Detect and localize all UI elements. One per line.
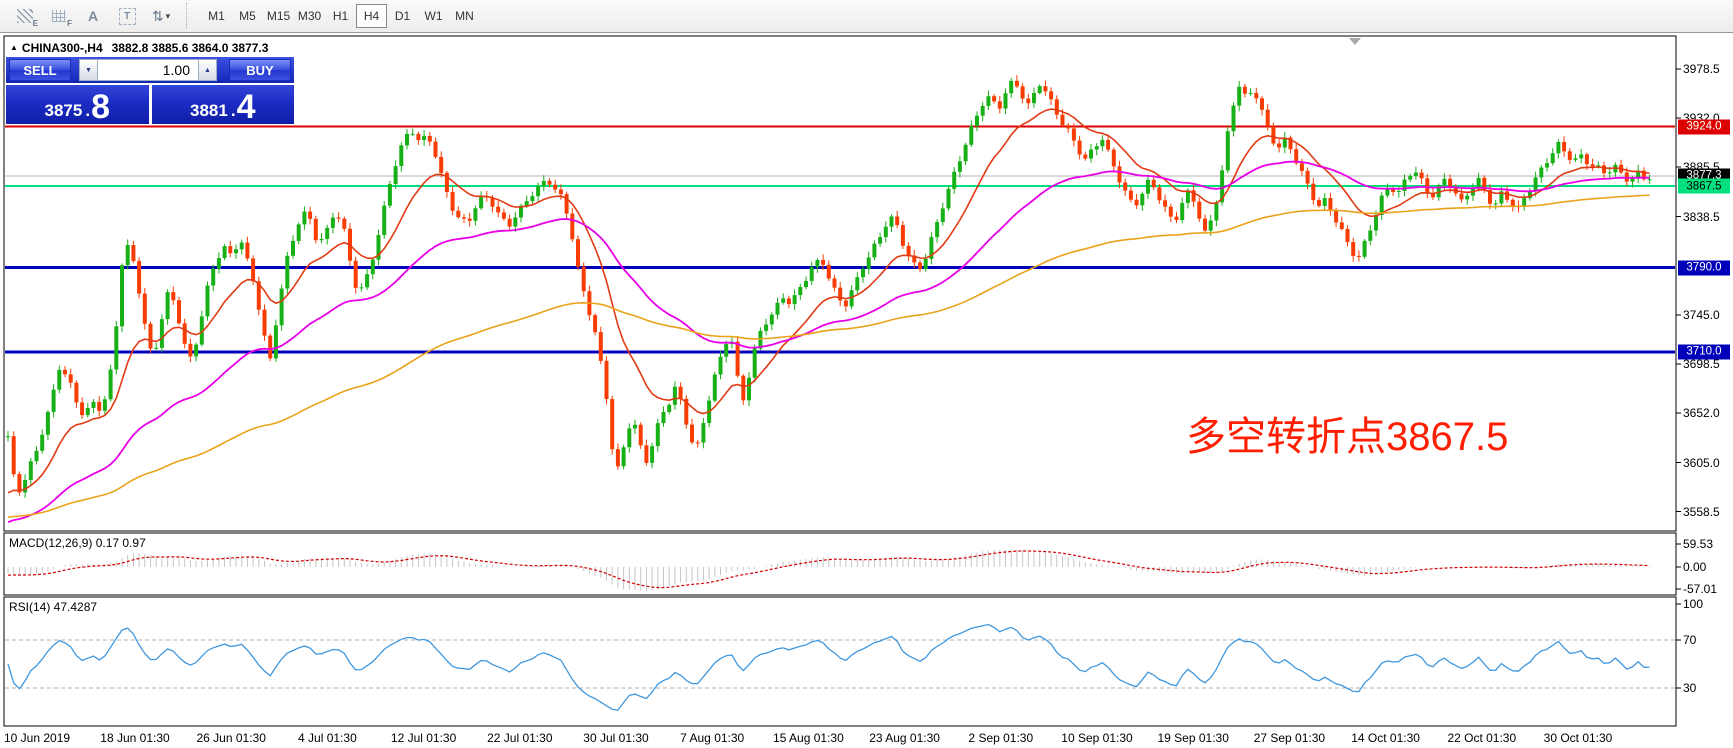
fibonacci-tool-letter: F <box>67 19 72 28</box>
price-axis-tick: 3978.5 <box>1683 62 1720 77</box>
fibonacci-tool-button[interactable]: F <box>42 3 76 29</box>
symbol-name: CHINA300-,H4 <box>21 41 103 55</box>
sell-price-main: 3875 <box>44 101 83 120</box>
time-axis-label: 7 Aug 01:30 <box>680 731 745 745</box>
price-level-badge: 3710.0 <box>1678 344 1730 360</box>
time-axis-label: 22 Oct 01:30 <box>1447 731 1517 745</box>
price-axis-tick: 3698.5 <box>1683 357 1720 372</box>
up-arrow-icon: ▲ <box>204 66 211 74</box>
macd-axis-tick: 59.53 <box>1683 537 1714 552</box>
time-axis-label: 23 Aug 01:30 <box>869 731 940 745</box>
collapse-triangle-icon: ▲ <box>10 43 18 52</box>
timeframe-button-mn[interactable]: MN <box>455 9 474 23</box>
time-axis-label: 22 Jul 01:30 <box>487 731 553 745</box>
time-axis-label: 4 Jul 01:30 <box>298 731 357 745</box>
rsi-axis-tick: 30 <box>1683 681 1697 695</box>
price-level-badge: 3924.0 <box>1678 119 1730 135</box>
timeframe-button-h1[interactable]: H1 <box>332 9 349 23</box>
price-axis-tick: 3838.5 <box>1683 209 1720 224</box>
fibonacci-tool-icon <box>52 10 66 22</box>
volume-decrease-button[interactable]: ▼ <box>79 59 98 81</box>
text-tool-icon: A <box>87 8 99 24</box>
price-axis-tick: 3652.0 <box>1683 406 1720 421</box>
time-axis-label: 30 Jul 01:30 <box>583 731 649 745</box>
down-arrow-icon: ▼ <box>85 66 92 74</box>
volume-stepper: ▼ 1.00 ▲ <box>79 59 217 81</box>
macd-axis-tick: 0.00 <box>1683 560 1707 574</box>
volume-increase-button[interactable]: ▲ <box>198 59 217 81</box>
time-axis-label: 27 Sep 01:30 <box>1253 731 1326 745</box>
arrows-tool-button[interactable]: ⇅ ▾ <box>144 3 178 29</box>
trade-panel-top-row: SELL ▼ 1.00 ▲ BUY <box>6 57 294 83</box>
sell-price-big-digit: 8 <box>91 88 110 127</box>
buy-price-box[interactable]: 3881 . 4 <box>151 85 294 127</box>
rsi-axis-tick: 100 <box>1683 597 1704 611</box>
macd-axis-tick: -57.01 <box>1683 582 1718 596</box>
time-axis-label: 19 Sep 01:30 <box>1157 731 1229 745</box>
price-level-badge: 3867.5 <box>1678 178 1730 194</box>
timeframe-button-w1[interactable]: W1 <box>424 9 443 23</box>
timeframe-bar: M1 M5 M15 M30 H1 H4 D1 W1 MN <box>201 4 480 28</box>
time-axis-label: 15 Aug 01:30 <box>773 731 844 745</box>
timeframe-button-m15[interactable]: M15 <box>266 9 291 23</box>
price-axis-tick: 3745.0 <box>1683 308 1720 323</box>
price-axis-tick: 3558.5 <box>1683 504 1720 519</box>
time-axis-label: 30 Oct 01:30 <box>1543 731 1613 745</box>
time-axis-label: 18 Jun 01:30 <box>100 731 170 745</box>
toolbar: E F A T ⇅ ▾ M1 M5 M15 M30 H1 H4 D1 W1 MN <box>0 0 1733 33</box>
buy-price-dot: . <box>230 101 236 120</box>
symbol-quote-line: ▲ CHINA300-,H4 3882.8 3885.6 3864.0 3877.3 <box>10 41 268 55</box>
time-axis-label: 12 Jul 01:30 <box>390 731 457 745</box>
timeframe-button-h4[interactable]: H4 <box>356 4 387 28</box>
sell-button[interactable]: SELL <box>9 59 71 81</box>
label-tool-button[interactable]: T <box>110 3 144 29</box>
one-click-trade-panel: SELL ▼ 1.00 ▲ BUY 3875 . 8 3881 . 4 <box>6 57 294 124</box>
channel-tool-letter: E <box>32 19 38 28</box>
time-axis-label: 10 Jun 2019 <box>4 731 71 745</box>
price-axis-tick: 3605.0 <box>1683 455 1720 470</box>
channel-tool-icon <box>17 9 33 23</box>
toolbar-separator <box>186 3 197 29</box>
volume-input[interactable]: 1.00 <box>98 59 198 81</box>
chart-annotation-text: 多空转折点3867.5 <box>1186 415 1509 459</box>
sell-price-box[interactable]: 3875 . 8 <box>6 85 149 124</box>
buy-button[interactable]: BUY <box>229 59 291 81</box>
time-axis-label: 26 Jun 01:30 <box>196 731 266 745</box>
buy-price-main: 3881 <box>190 101 228 120</box>
rsi-indicator-label: RSI(14) 47.4287 <box>9 600 98 614</box>
timeframe-button-m30[interactable]: M30 <box>297 9 322 23</box>
time-axis-label: 10 Sep 01:30 <box>1061 731 1133 745</box>
sell-price-dot: . <box>85 101 91 120</box>
symbol-ohlc-values: 3882.8 3885.6 3864.0 3877.3 <box>111 41 269 55</box>
time-axis-label: 14 Oct 01:30 <box>1351 731 1420 745</box>
time-axis-label: 2 Sep 01:30 <box>968 731 1034 745</box>
rsi-axis-tick: 70 <box>1683 633 1697 647</box>
label-tool-icon: T <box>118 7 136 25</box>
trade-panel-price-row: 3875 . 8 3881 . 4 <box>6 85 294 124</box>
price-level-badge: 3790.0 <box>1678 260 1730 276</box>
text-tool-button[interactable]: A <box>76 3 110 29</box>
buy-price-big-digit: 4 <box>236 88 256 127</box>
channel-tool-button[interactable]: E <box>8 3 42 29</box>
timeframe-button-d1[interactable]: D1 <box>394 9 411 23</box>
timeframe-button-m5[interactable]: M5 <box>239 9 256 23</box>
macd-indicator-label: MACD(12,26,9) 0.17 0.97 <box>9 536 146 550</box>
arrows-tool-icon: ⇅ <box>151 7 164 24</box>
timeframe-button-m1[interactable]: M1 <box>208 9 225 23</box>
chevron-down-icon: ▾ <box>165 10 171 21</box>
